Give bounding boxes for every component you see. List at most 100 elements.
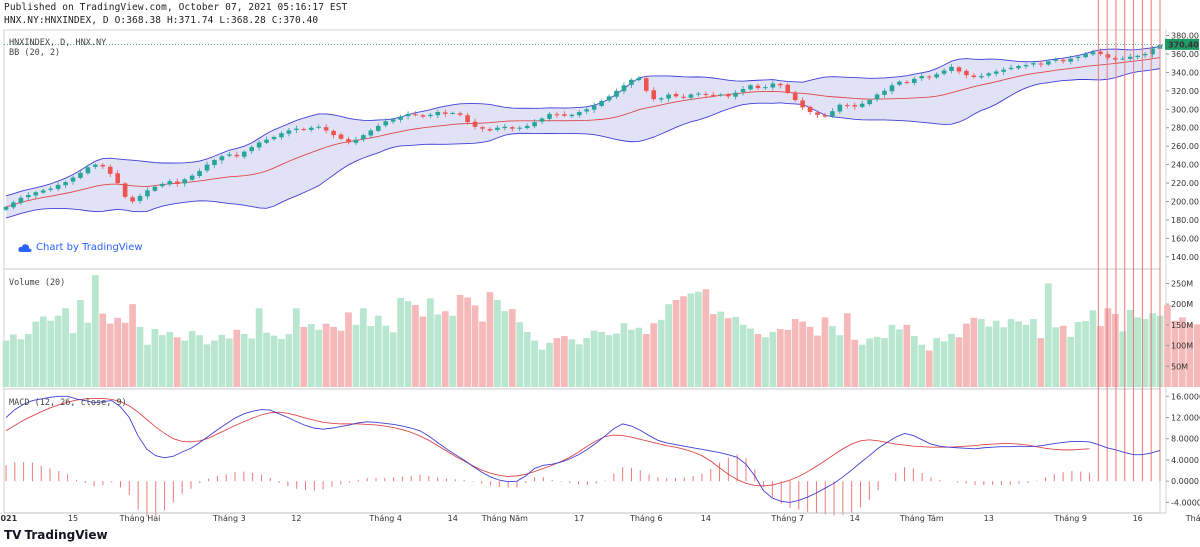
volume-bar[interactable] [590, 330, 598, 387]
candle[interactable] [264, 136, 269, 145]
volume-bar[interactable] [486, 292, 494, 387]
candle[interactable] [383, 118, 389, 128]
volume-bar[interactable] [248, 338, 256, 387]
candle[interactable] [115, 170, 120, 185]
candle[interactable] [547, 111, 552, 122]
volume-bar[interactable] [315, 329, 323, 387]
volume-bar[interactable] [1104, 308, 1112, 387]
volume-bar[interactable] [91, 275, 99, 387]
volume-bar[interactable] [17, 339, 25, 387]
volume-bar[interactable] [389, 332, 397, 387]
candle[interactable] [331, 129, 336, 139]
volume-bar[interactable] [940, 341, 948, 387]
volume-bar[interactable] [910, 336, 918, 387]
candle[interactable] [472, 118, 478, 130]
candle[interactable] [1142, 52, 1148, 59]
candle[interactable] [11, 200, 16, 210]
candle[interactable] [956, 65, 962, 75]
candle[interactable] [271, 135, 277, 141]
candle[interactable] [621, 82, 627, 94]
candle[interactable] [755, 83, 761, 90]
volume-bar[interactable] [181, 340, 189, 387]
volume-bar[interactable] [419, 316, 427, 387]
candle[interactable] [405, 111, 411, 120]
volume-bar[interactable] [32, 321, 40, 387]
candle[interactable] [815, 110, 820, 119]
volume-bar[interactable] [1186, 323, 1194, 387]
volume-bar[interactable] [151, 329, 159, 387]
volume-bar[interactable] [270, 335, 278, 387]
volume-bar[interactable] [233, 329, 241, 387]
volume-bar[interactable] [1074, 321, 1082, 387]
candle[interactable] [852, 102, 858, 110]
candle[interactable] [353, 136, 359, 146]
candle[interactable] [569, 113, 575, 118]
candle[interactable] [189, 173, 195, 182]
candle[interactable] [576, 110, 582, 118]
volume-bar[interactable] [918, 344, 926, 387]
volume-bar[interactable] [836, 335, 844, 387]
candle[interactable] [197, 168, 202, 178]
candle[interactable] [1038, 60, 1044, 68]
candle[interactable] [308, 125, 314, 132]
volume-bar[interactable] [851, 339, 859, 387]
candle[interactable] [137, 193, 143, 204]
candle[interactable] [450, 111, 456, 115]
volume-bar[interactable] [196, 335, 203, 387]
candle[interactable] [718, 93, 724, 97]
candle[interactable] [629, 78, 634, 88]
volume-bar[interactable] [39, 316, 47, 387]
candle[interactable] [882, 88, 887, 98]
candle[interactable] [1053, 57, 1059, 63]
candle[interactable] [643, 75, 649, 93]
volume-bar[interactable] [583, 338, 591, 387]
candle[interactable] [800, 97, 805, 110]
volume-bar[interactable] [1089, 310, 1097, 387]
volume-bar[interactable] [806, 326, 814, 387]
candle[interactable] [539, 117, 545, 124]
volume-bar[interactable] [776, 329, 784, 387]
volume-bar[interactable] [129, 304, 136, 387]
candle[interactable] [227, 151, 232, 158]
volume-bar[interactable] [427, 298, 434, 387]
candle[interactable] [145, 187, 150, 200]
volume-bar[interactable] [136, 326, 144, 387]
volume-bar[interactable] [1015, 321, 1022, 387]
candle[interactable] [1016, 64, 1021, 71]
candle[interactable] [606, 94, 612, 103]
volume-bar[interactable] [784, 329, 792, 387]
volume-bar[interactable] [1134, 317, 1142, 387]
volume-bar[interactable] [77, 300, 84, 387]
candle[interactable] [152, 185, 158, 193]
volume-bar[interactable] [345, 312, 352, 387]
volume-bar[interactable] [374, 315, 382, 387]
candle[interactable] [1135, 54, 1140, 60]
candle[interactable] [241, 150, 247, 159]
candle[interactable] [457, 111, 463, 117]
candle[interactable] [398, 114, 403, 123]
candle[interactable] [1098, 48, 1103, 57]
candle[interactable] [70, 175, 76, 185]
volume-bar[interactable] [896, 329, 903, 387]
candle[interactable] [107, 164, 113, 178]
volume-bar[interactable] [173, 337, 181, 387]
volume-bar[interactable] [992, 320, 1000, 387]
volume-bar[interactable] [843, 313, 851, 387]
candle[interactable] [725, 92, 731, 99]
candle[interactable] [174, 178, 180, 187]
candle[interactable] [55, 181, 61, 192]
candle[interactable] [874, 92, 880, 102]
candle[interactable] [63, 180, 68, 189]
candle[interactable] [249, 145, 254, 154]
volume-bar[interactable] [99, 313, 107, 387]
volume-bar[interactable] [158, 335, 166, 387]
volume-bar[interactable] [24, 333, 32, 387]
volume-bar[interactable] [54, 315, 62, 387]
candle[interactable] [1031, 60, 1036, 68]
candle[interactable] [182, 177, 187, 187]
candle[interactable] [160, 182, 165, 189]
volume-bar[interactable] [360, 308, 367, 387]
volume-bar[interactable] [709, 314, 717, 387]
candle[interactable] [435, 109, 441, 118]
volume-bar[interactable] [598, 331, 605, 387]
